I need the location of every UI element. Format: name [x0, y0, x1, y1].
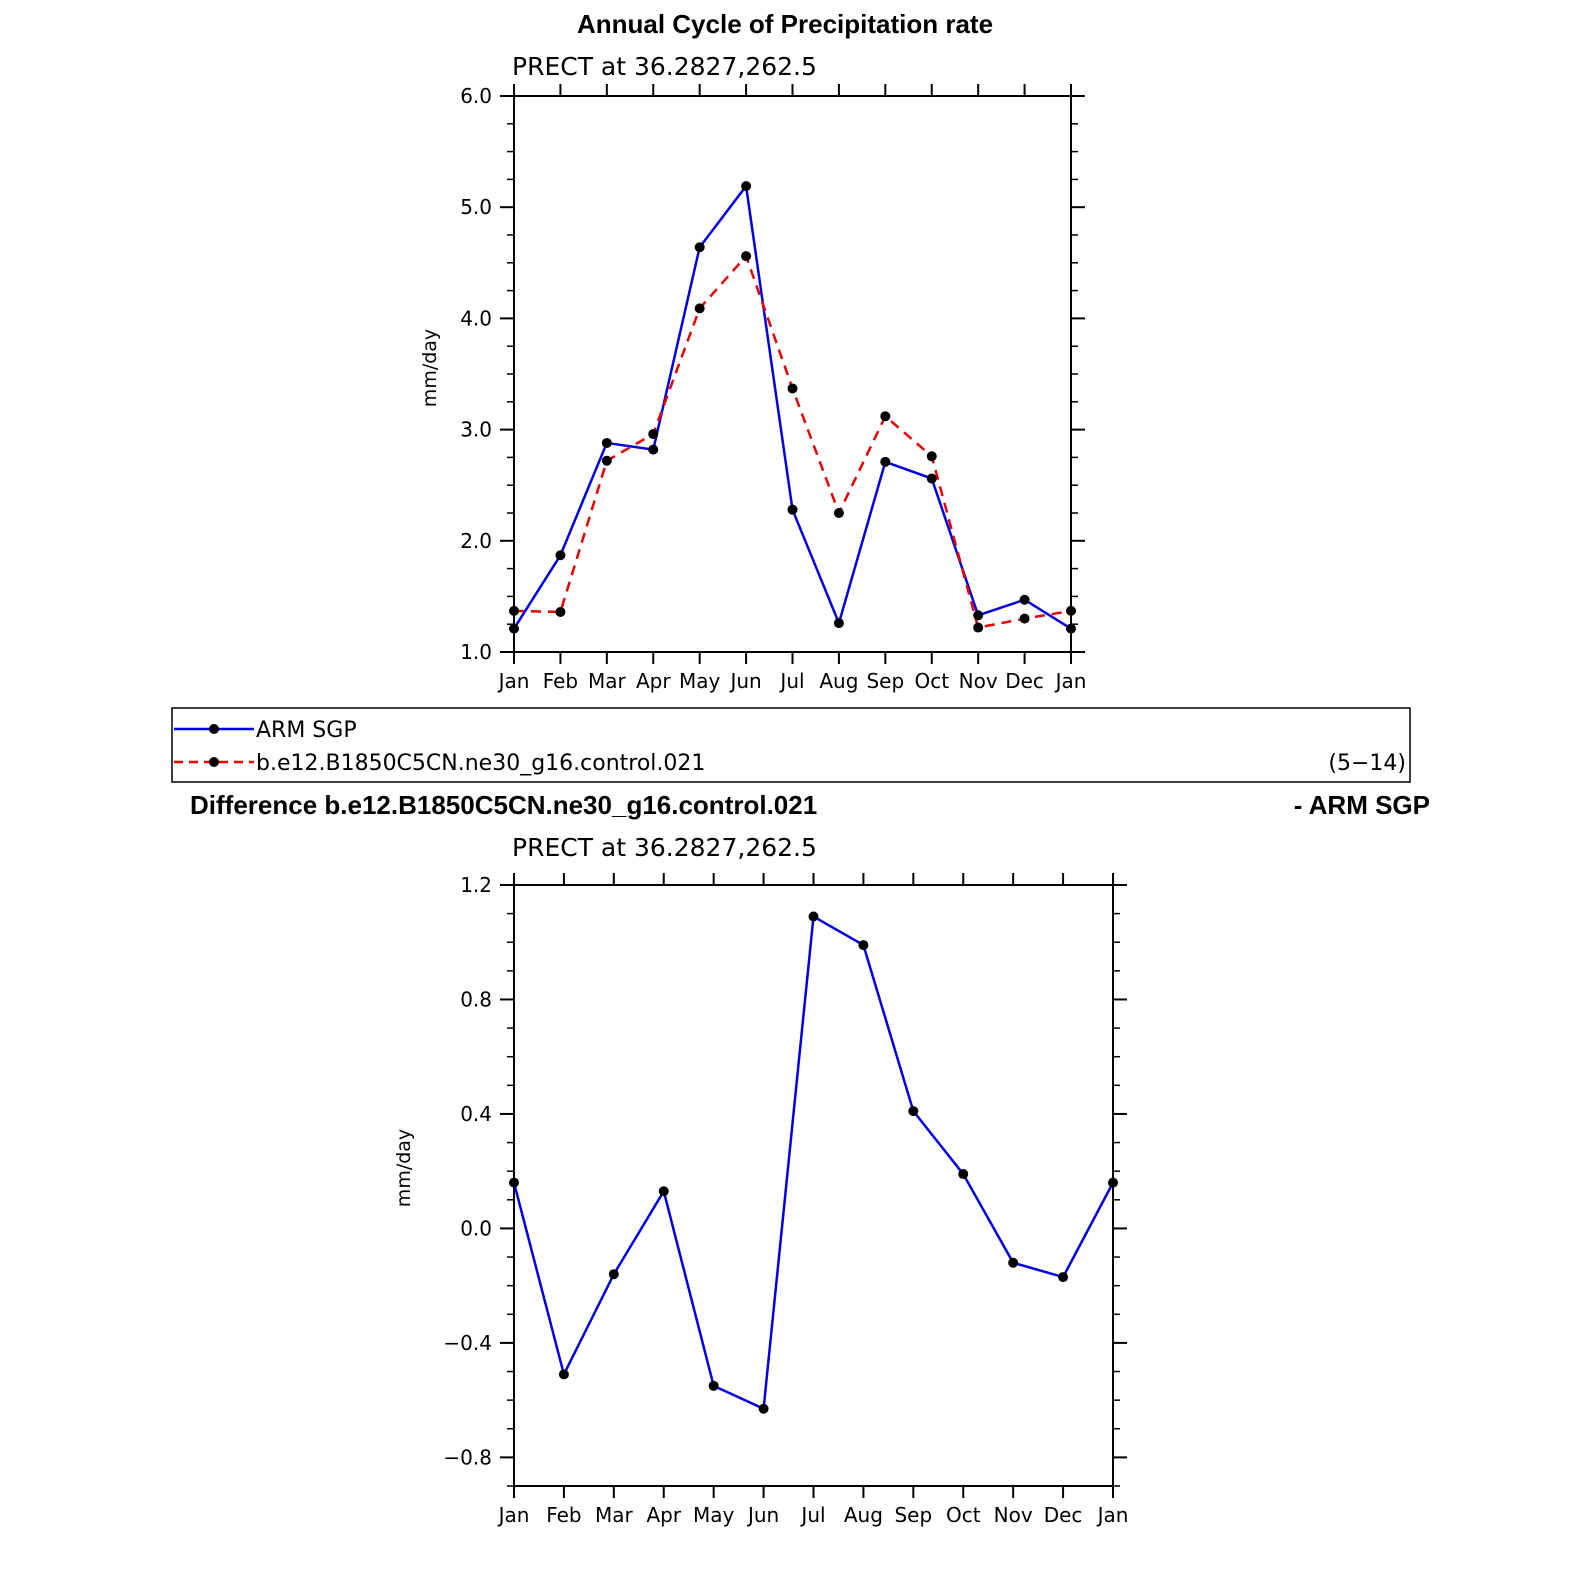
bottom-y-tick-label: 0.8: [460, 987, 492, 1011]
bottom-series-0-point: [1008, 1257, 1019, 1268]
top-y-tick-label: 5.0: [460, 195, 492, 219]
bottom-y-tick-label: 1.2: [460, 873, 492, 897]
difference-title-right: - ARM SGP: [1294, 790, 1430, 820]
top-series-0-point: [833, 618, 844, 629]
bottom-series-0-point: [608, 1269, 619, 1280]
bottom-x-tick-label: Mar: [595, 1503, 634, 1527]
top-x-tick-label: Aug: [819, 669, 858, 693]
difference-title: Difference b.e12.B1850C5CN.ne30_g16.cont…: [190, 790, 817, 820]
bottom-x-tick-label: Aug: [844, 1503, 883, 1527]
top-series-0-point: [1066, 623, 1076, 634]
top-series-1-point: [601, 455, 612, 466]
bottom-series-0-point: [658, 1186, 669, 1197]
top-x-tick-label: Apr: [636, 669, 671, 693]
top-series-0-point: [648, 444, 659, 455]
top-x-tick-label: Jul: [778, 669, 804, 693]
bottom-series-0-point: [1108, 1177, 1118, 1188]
top-series-1-point: [648, 429, 659, 440]
top-series-1-point: [880, 411, 891, 422]
top-x-tick-label: Oct: [914, 669, 949, 693]
bottom-x-tick-label: May: [693, 1503, 735, 1527]
top-x-tick-label: Mar: [588, 669, 627, 693]
bottom-plot-frame: [513, 884, 1114, 1487]
top-y-tick-label: 4.0: [460, 306, 492, 330]
top-x-tick-label: Jan: [1054, 669, 1087, 693]
bottom-series-0-point: [708, 1380, 719, 1391]
bottom-series-0-point: [1058, 1272, 1069, 1283]
bottom-x-tick-label: Dec: [1044, 1503, 1083, 1527]
top-series-0-point: [926, 473, 937, 484]
top-x-tick-label: Sep: [866, 669, 904, 693]
top-series-0-point: [741, 181, 752, 192]
bottom-x-tick-label: Jan: [497, 1503, 530, 1527]
top-x-tick-label: Dec: [1005, 669, 1044, 693]
bottom-y-tick-label: 0.4: [460, 1102, 492, 1126]
top-series-1-point: [1019, 613, 1030, 624]
top-series-0-point: [601, 437, 612, 448]
top-x-tick-label: Jun: [728, 669, 761, 693]
annual-cycle-plot: PRECT at 36.2827,262.5 mm/day Jan Feb Mar A…: [419, 52, 1086, 693]
bottom-x-tick-label: Jan: [1096, 1503, 1129, 1527]
top-series-1-point: [973, 622, 984, 633]
top-series-0-point: [973, 610, 984, 621]
bottom-series-0-point: [858, 940, 869, 951]
bottom-series-0-point: [758, 1403, 769, 1414]
legend-box: [171, 707, 1411, 783]
top-y-tick-label: 1.0: [460, 640, 492, 664]
bottom-series-0-point: [558, 1369, 569, 1380]
legend-marker-arm-sgp: [209, 724, 219, 734]
bottom-x-tick-label: Nov: [994, 1503, 1033, 1527]
bottom-x-tick-label: Oct: [946, 1503, 981, 1527]
top-y-tick-label: 2.0: [460, 529, 492, 553]
bottom-series-0-point: [808, 911, 819, 922]
top-x-tick-label: Nov: [959, 669, 998, 693]
bottom-y-tick-label: 0.0: [460, 1216, 492, 1240]
top-series-line-1: [513, 253, 1072, 629]
top-y-tick-label: 6.0: [460, 84, 492, 108]
bottom-series-0-point: [958, 1169, 969, 1180]
top-series-0-point: [880, 456, 891, 467]
bottom-x-tick-label: Apr: [646, 1503, 681, 1527]
bottom-x-tick-label: Jun: [746, 1503, 779, 1527]
top-plot-subtitle: PRECT at 36.2827,262.5: [512, 52, 817, 81]
bottom-plot-ylabel: mm/day: [393, 1129, 415, 1207]
top-series-1-point: [1066, 605, 1076, 616]
top-series-1-point: [787, 383, 798, 394]
bottom-series-0-point: [509, 1177, 519, 1188]
legend-marker-model: [209, 757, 219, 767]
top-x-tick-label: Jan: [497, 669, 530, 693]
top-series-1-point: [926, 451, 937, 462]
top-series-0-point: [694, 242, 705, 253]
bottom-y-tick-label: −0.8: [443, 1445, 492, 1469]
top-series-1-point: [509, 605, 519, 616]
legend-label-model: b.e12.B1850C5CN.ne30_g16.control.021: [256, 751, 705, 776]
bottom-series-0-point: [908, 1106, 919, 1117]
top-series-1-point: [833, 508, 844, 518]
top-series-line-0: [512, 182, 1072, 630]
legend-label-arm-sgp: ARM SGP: [256, 718, 357, 743]
main-title: Annual Cycle of Precipitation rate: [577, 9, 993, 39]
bottom-series-line-0: [512, 914, 1115, 1411]
top-series-1-point: [741, 251, 752, 262]
bottom-y-tick-label: −0.4: [443, 1331, 492, 1355]
top-series-0-point: [509, 623, 519, 634]
top-plot-ylabel: mm/day: [419, 329, 441, 407]
bottom-plot-subtitle: PRECT at 36.2827,262.5: [512, 833, 817, 862]
legend: ARM SGP b.e12.B1850C5CN.ne30_g16.control…: [171, 707, 1411, 783]
legend-note: (5−14): [1328, 751, 1406, 776]
top-x-tick-label: May: [679, 669, 721, 693]
top-series-1-point: [555, 606, 566, 617]
top-x-tick-label: Feb: [543, 669, 578, 693]
top-series-1-point: [694, 303, 705, 314]
top-series-0-point: [787, 504, 798, 515]
bottom-x-tick-label: Sep: [894, 1503, 932, 1527]
bottom-x-tick-label: Jul: [799, 1503, 825, 1527]
top-series-0-point: [555, 550, 566, 561]
bottom-x-tick-label: Feb: [546, 1503, 581, 1527]
difference-plot: PRECT at 36.2827,262.5 mm/day Jan Feb Mar A…: [393, 833, 1128, 1527]
top-y-tick-label: 3.0: [460, 418, 492, 442]
top-plot-frame: [513, 95, 1072, 653]
top-series-0-point: [1019, 594, 1030, 605]
